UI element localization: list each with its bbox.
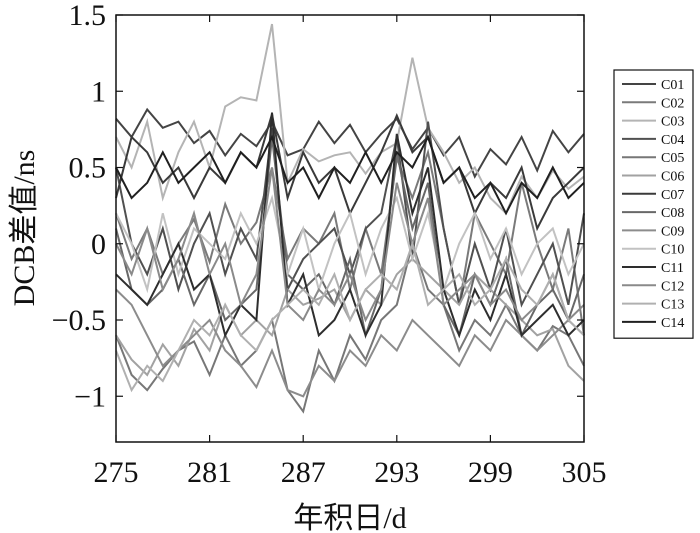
y-tick-label: 1.5 <box>69 0 107 32</box>
x-tick-label: 299 <box>468 456 513 489</box>
series-line-c11 <box>115 112 585 339</box>
legend-label: C01 <box>661 78 684 93</box>
y-axis-label: DCB差值/ns <box>8 150 41 307</box>
x-tick-label: 275 <box>94 456 139 489</box>
y-tick-label: −1 <box>74 380 106 413</box>
x-tick-label: 305 <box>562 456 607 489</box>
legend-label: C06 <box>661 170 684 185</box>
legend-label: C09 <box>661 224 684 239</box>
legend-label: C02 <box>661 96 684 111</box>
legend-label: C13 <box>661 298 684 313</box>
y-tick-label: 1 <box>91 75 106 108</box>
x-tick-label: 293 <box>374 456 419 489</box>
series-line-c01 <box>115 107 585 179</box>
y-tick-label: 0.5 <box>69 152 107 185</box>
plot-lines <box>115 23 585 414</box>
plot-frame <box>115 14 585 443</box>
x-tick-label: 281 <box>187 456 232 489</box>
axis-ticks: 275 281 287 293 299 305 1.5 1 0.5 0 −0.5 −1 <box>52 0 607 489</box>
legend-box <box>613 69 694 339</box>
legend-label: C04 <box>661 133 684 148</box>
x-axis-label: 年积日/d <box>293 502 406 533</box>
y-tick-label: −0.5 <box>52 304 106 337</box>
legend-label: C14 <box>661 316 684 331</box>
legend: C01 C02 C03 C04 C05 C06 C07 C08 C09 C10 C11 C12 C13 C… <box>613 69 694 339</box>
series-line-c12 <box>115 167 585 323</box>
y-tick-label: 0 <box>91 228 106 261</box>
series-line-c14 <box>115 134 585 216</box>
legend-label: C08 <box>661 206 684 221</box>
series-line-c09 <box>115 288 585 398</box>
series-line-c13 <box>115 240 585 393</box>
legend-label: C12 <box>661 279 684 294</box>
x-tick-label: 287 <box>281 456 326 489</box>
legend-label: C10 <box>661 243 684 258</box>
legend-label: C05 <box>661 151 684 166</box>
legend-label: C03 <box>661 115 684 130</box>
legend-label: C07 <box>661 188 684 203</box>
series-line-c10 <box>115 194 585 294</box>
legend-label: C11 <box>661 261 684 276</box>
